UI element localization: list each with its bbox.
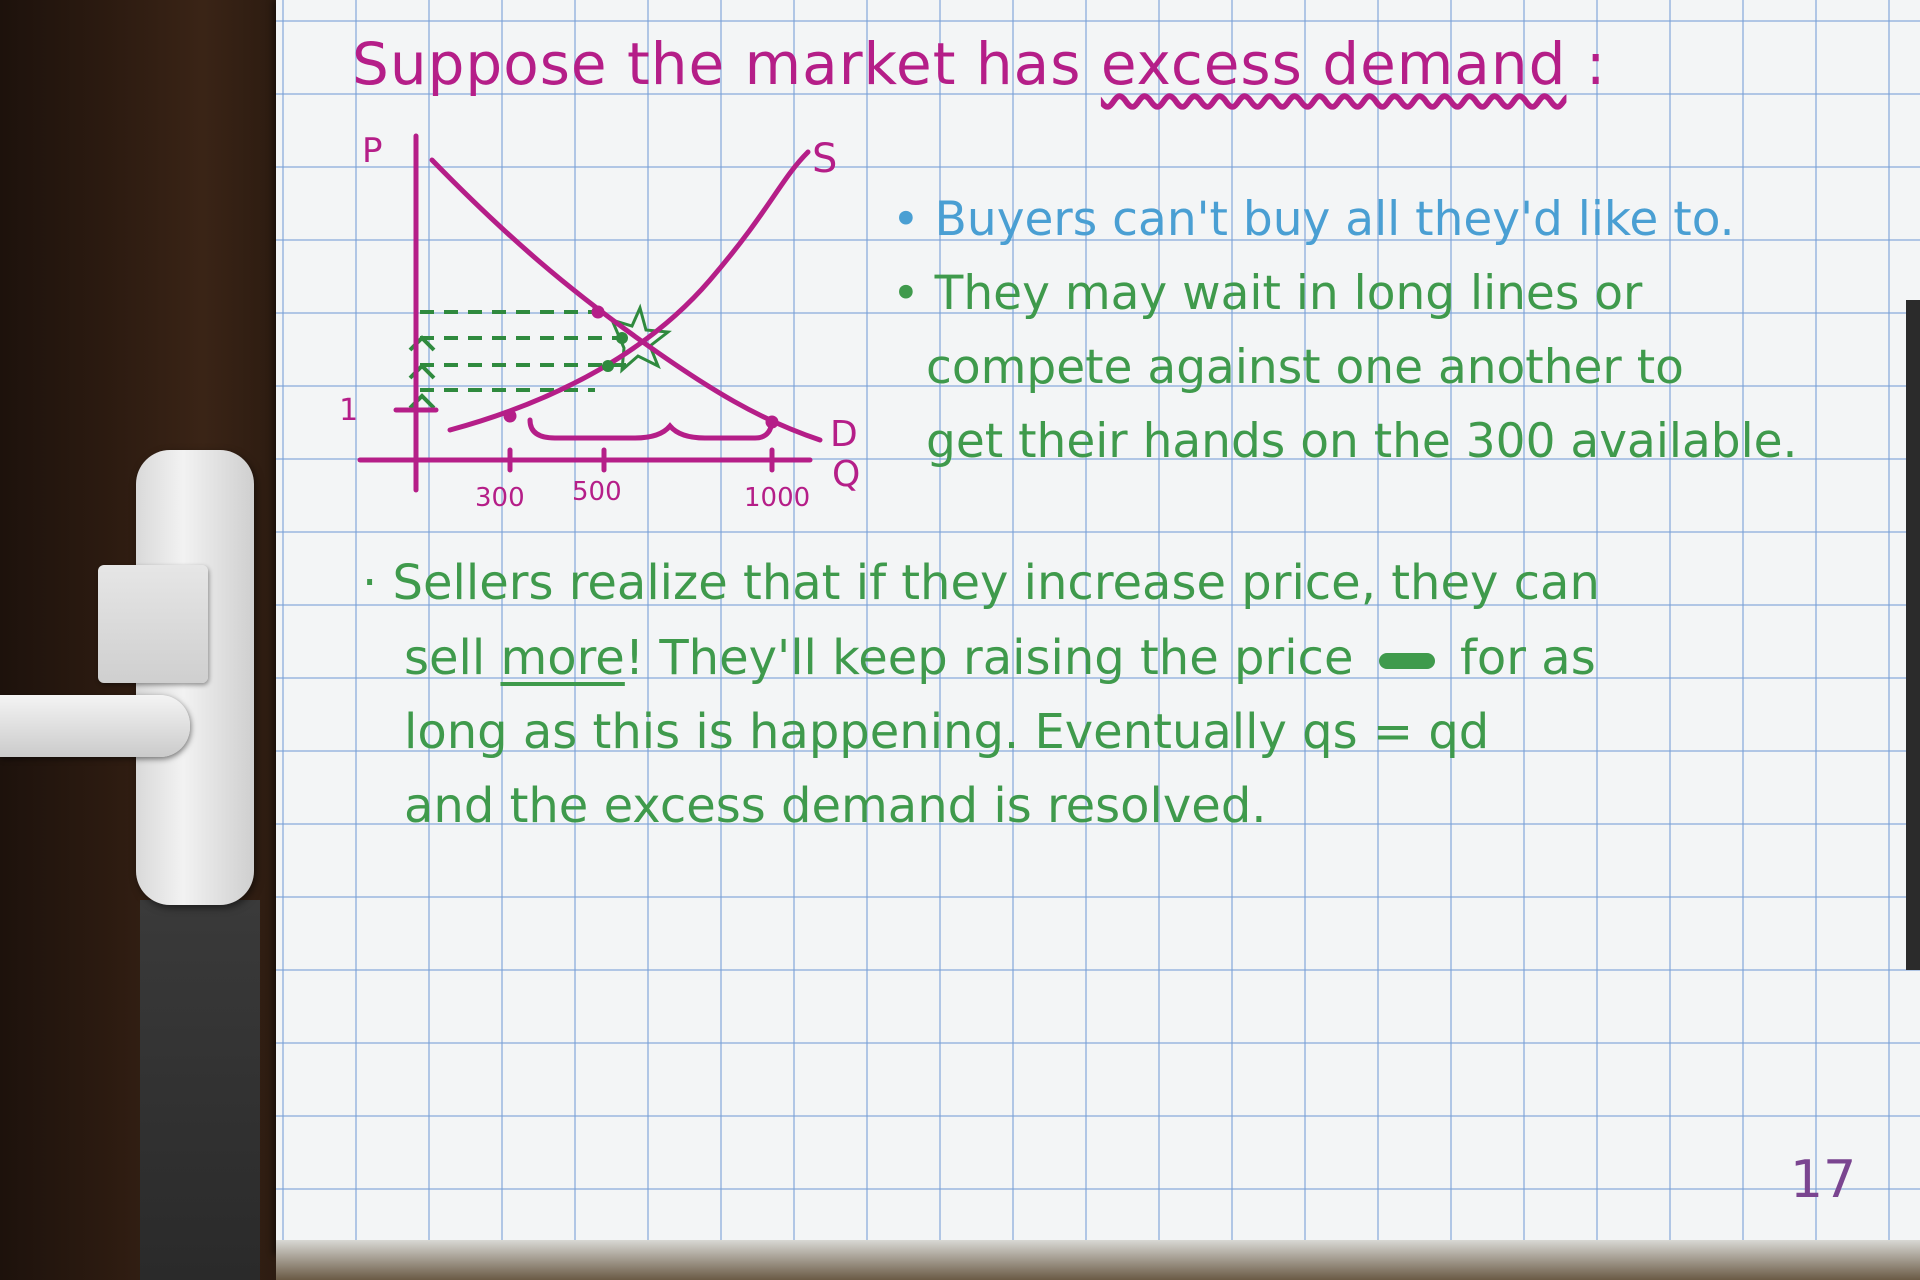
body-line-1-text: Sellers realize that if they increase pr… bbox=[392, 555, 1600, 611]
green-point-2 bbox=[602, 360, 614, 372]
page-title: Suppose the market has excess demand : bbox=[352, 30, 1606, 98]
note-bullet-2-line-1: • They may wait in long lines or bbox=[892, 266, 1643, 321]
tick-label-300: 300 bbox=[475, 483, 525, 513]
binder-tab bbox=[1906, 300, 1920, 970]
tick-label-1000: 1000 bbox=[744, 483, 810, 513]
note-bullet-1: • Buyers can't buy all they'd like to. bbox=[892, 192, 1735, 247]
supply-point-300 bbox=[503, 409, 517, 423]
supply-label: S bbox=[812, 136, 837, 182]
demand-label: D bbox=[830, 414, 858, 455]
note-bullet-2-line-2: compete against one another to bbox=[926, 340, 1684, 395]
page-number: 17 bbox=[1790, 1150, 1857, 1210]
supply-curve bbox=[447, 149, 811, 433]
body-line-4: and the excess demand is resolved. bbox=[404, 778, 1267, 834]
demand-point-1000 bbox=[765, 415, 779, 429]
shortage-brace bbox=[527, 417, 775, 441]
note-bullet-1-text: Buyers can't buy all they'd like to. bbox=[934, 192, 1735, 247]
camera-mount-clamp bbox=[98, 565, 208, 683]
title-prefix: Suppose the market has bbox=[352, 30, 1082, 98]
demand-point-upper bbox=[591, 305, 605, 319]
camera-mount-arm bbox=[0, 695, 190, 757]
supply-demand-sketch: P S D Q $1 300 500 1000 bbox=[340, 131, 860, 513]
body-line-2-post: ! They'll keep raising the price bbox=[624, 630, 1354, 686]
body-line-2-end: for as bbox=[1460, 630, 1596, 686]
body-line-1: · Sellers realize that if they increase … bbox=[362, 555, 1600, 611]
scribble-mark bbox=[1378, 653, 1435, 669]
body-line-3: long as this is happening. Eventually qs… bbox=[404, 704, 1490, 760]
paper-stack-edge bbox=[276, 1240, 1920, 1280]
title-suffix: : bbox=[1585, 30, 1607, 98]
graph-paper bbox=[276, 0, 1920, 1255]
price-label: $1 bbox=[340, 393, 358, 428]
x-axis-label: Q bbox=[832, 454, 860, 495]
y-axis-label: P bbox=[362, 131, 383, 171]
tick-label-500: 500 bbox=[572, 477, 622, 507]
demand-curve bbox=[429, 157, 823, 443]
note-bullet-2-line-3: get their hands on the 300 available. bbox=[926, 414, 1798, 469]
body-line-2: sell more! They'll keep raising the pric… bbox=[404, 630, 1596, 686]
body-word-more: more bbox=[500, 630, 625, 686]
green-point-1 bbox=[616, 332, 628, 344]
note-bullet-2-text-1: They may wait in long lines or bbox=[934, 266, 1643, 321]
desk-surface bbox=[140, 900, 260, 1280]
title-underlined: excess demand bbox=[1100, 30, 1567, 98]
body-line-2-pre: sell bbox=[404, 630, 486, 686]
